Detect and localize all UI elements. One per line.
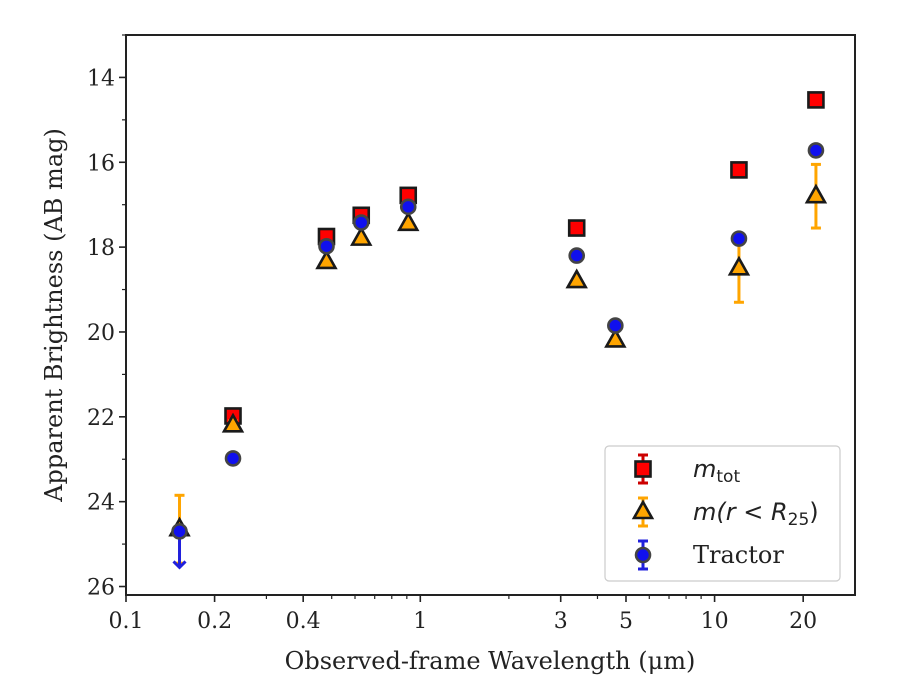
x-tick-label: 0.4 <box>286 609 321 634</box>
axes: 14 16 18 20 22 24 26 0.1 0.2 0.4 1 3 5 10 20 <box>87 34 856 634</box>
x-tick-label: 3 <box>554 609 568 634</box>
m_r25-point <box>604 327 627 348</box>
m_r25-point <box>727 255 751 276</box>
x-tick-label: 1 <box>413 609 427 634</box>
x-tick-label: 5 <box>619 609 633 634</box>
x-tick-label: 10 <box>701 609 729 634</box>
legend-marker-m_r25 <box>631 499 655 520</box>
y-tick-label: 14 <box>87 66 115 91</box>
m_r25-point <box>315 249 338 270</box>
m_tot-point <box>807 91 825 109</box>
tractor-point <box>224 450 242 467</box>
x-axis-title: Observed-frame Wavelength (μm) <box>285 647 696 675</box>
x-tick-label: 20 <box>789 609 817 634</box>
legend-marker-m_tot <box>634 460 652 478</box>
tractor-upper-limit-arrowhead <box>172 560 187 570</box>
y-tick-label: 20 <box>87 321 115 346</box>
legend-label-m_tot: mtot <box>693 455 740 487</box>
y-tick-label: 26 <box>87 576 115 601</box>
legend-label-tractor: Tractor <box>693 541 784 569</box>
m_r25-point <box>397 211 420 232</box>
tractor-point <box>807 142 825 159</box>
y-tick-label: 16 <box>87 151 115 176</box>
m_tot-point <box>730 161 748 179</box>
y-tick-label: 24 <box>87 491 115 516</box>
legend-marker-tractor <box>634 546 652 564</box>
tractor-point <box>352 214 370 231</box>
y-axis-title: Apparent Brightness (AB mag) <box>40 128 68 503</box>
x-tick-label: 0.2 <box>197 609 232 634</box>
tractor-point <box>568 247 586 264</box>
tractor-point <box>607 317 624 334</box>
data-marks <box>168 91 828 570</box>
legend-box <box>604 445 841 582</box>
y-tick-label: 22 <box>87 406 115 431</box>
x-tick-label: 0.1 <box>109 609 144 634</box>
m_r25-point <box>804 183 828 204</box>
legend-label-m_r25: m(r < R25) <box>693 498 819 530</box>
plot-frame <box>125 34 856 596</box>
m_r25-point <box>565 268 588 289</box>
m_r25-point <box>221 412 245 433</box>
m_r25-point <box>350 225 373 246</box>
tractor-point <box>318 237 335 255</box>
m_tot-point <box>567 219 586 237</box>
tractor-point <box>730 230 748 247</box>
legend: mtot m(r < R25) Tractor <box>604 445 841 582</box>
tractor-point <box>399 198 417 216</box>
tractor-point <box>171 523 188 540</box>
y-tick-label: 18 <box>87 236 115 261</box>
